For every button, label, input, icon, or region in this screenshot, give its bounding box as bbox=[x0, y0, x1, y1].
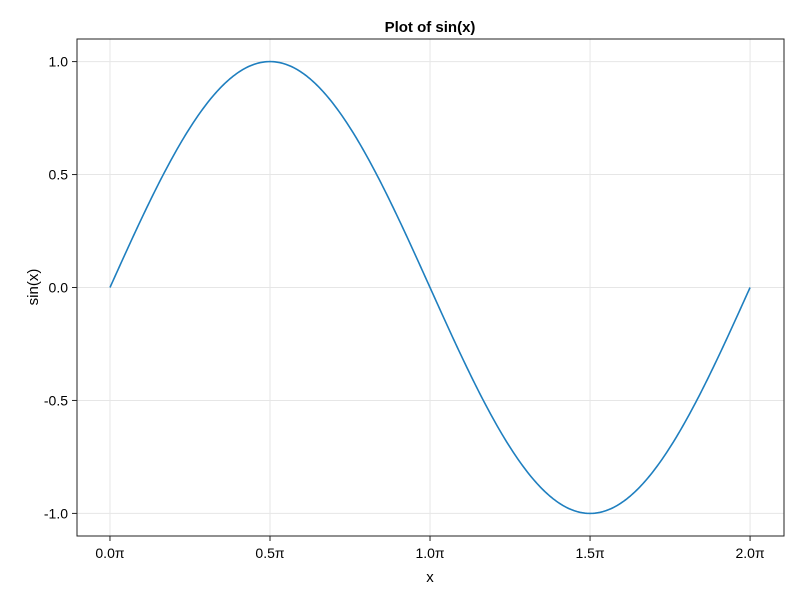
x-tick-label: 0.0π bbox=[95, 545, 124, 561]
x-axis-label: x bbox=[426, 569, 434, 586]
y-tick-label: 1.0 bbox=[49, 54, 69, 70]
x-tick-label: 2.0π bbox=[736, 545, 765, 561]
y-axis-label: sin(x) bbox=[25, 269, 42, 306]
y-tick-label: -1.0 bbox=[44, 505, 68, 521]
ticks: 0.0π 0.5π 1.0π 1.5π 2.0π 1.0 0.5 0.0 -0.5 -1.0 bbox=[44, 54, 765, 561]
y-tick-label: 0.5 bbox=[49, 167, 69, 183]
x-tick-label: 1.5π bbox=[575, 545, 604, 561]
y-tick-label: 0.0 bbox=[49, 280, 69, 296]
series-line-sin bbox=[109, 60, 751, 515]
y-tick-label: -0.5 bbox=[44, 392, 68, 408]
x-tick-label: 1.0π bbox=[415, 545, 444, 561]
chart-title: Plot of sin(x) bbox=[385, 19, 476, 36]
x-tick-label: 0.5π bbox=[255, 545, 284, 561]
grid bbox=[77, 39, 784, 536]
